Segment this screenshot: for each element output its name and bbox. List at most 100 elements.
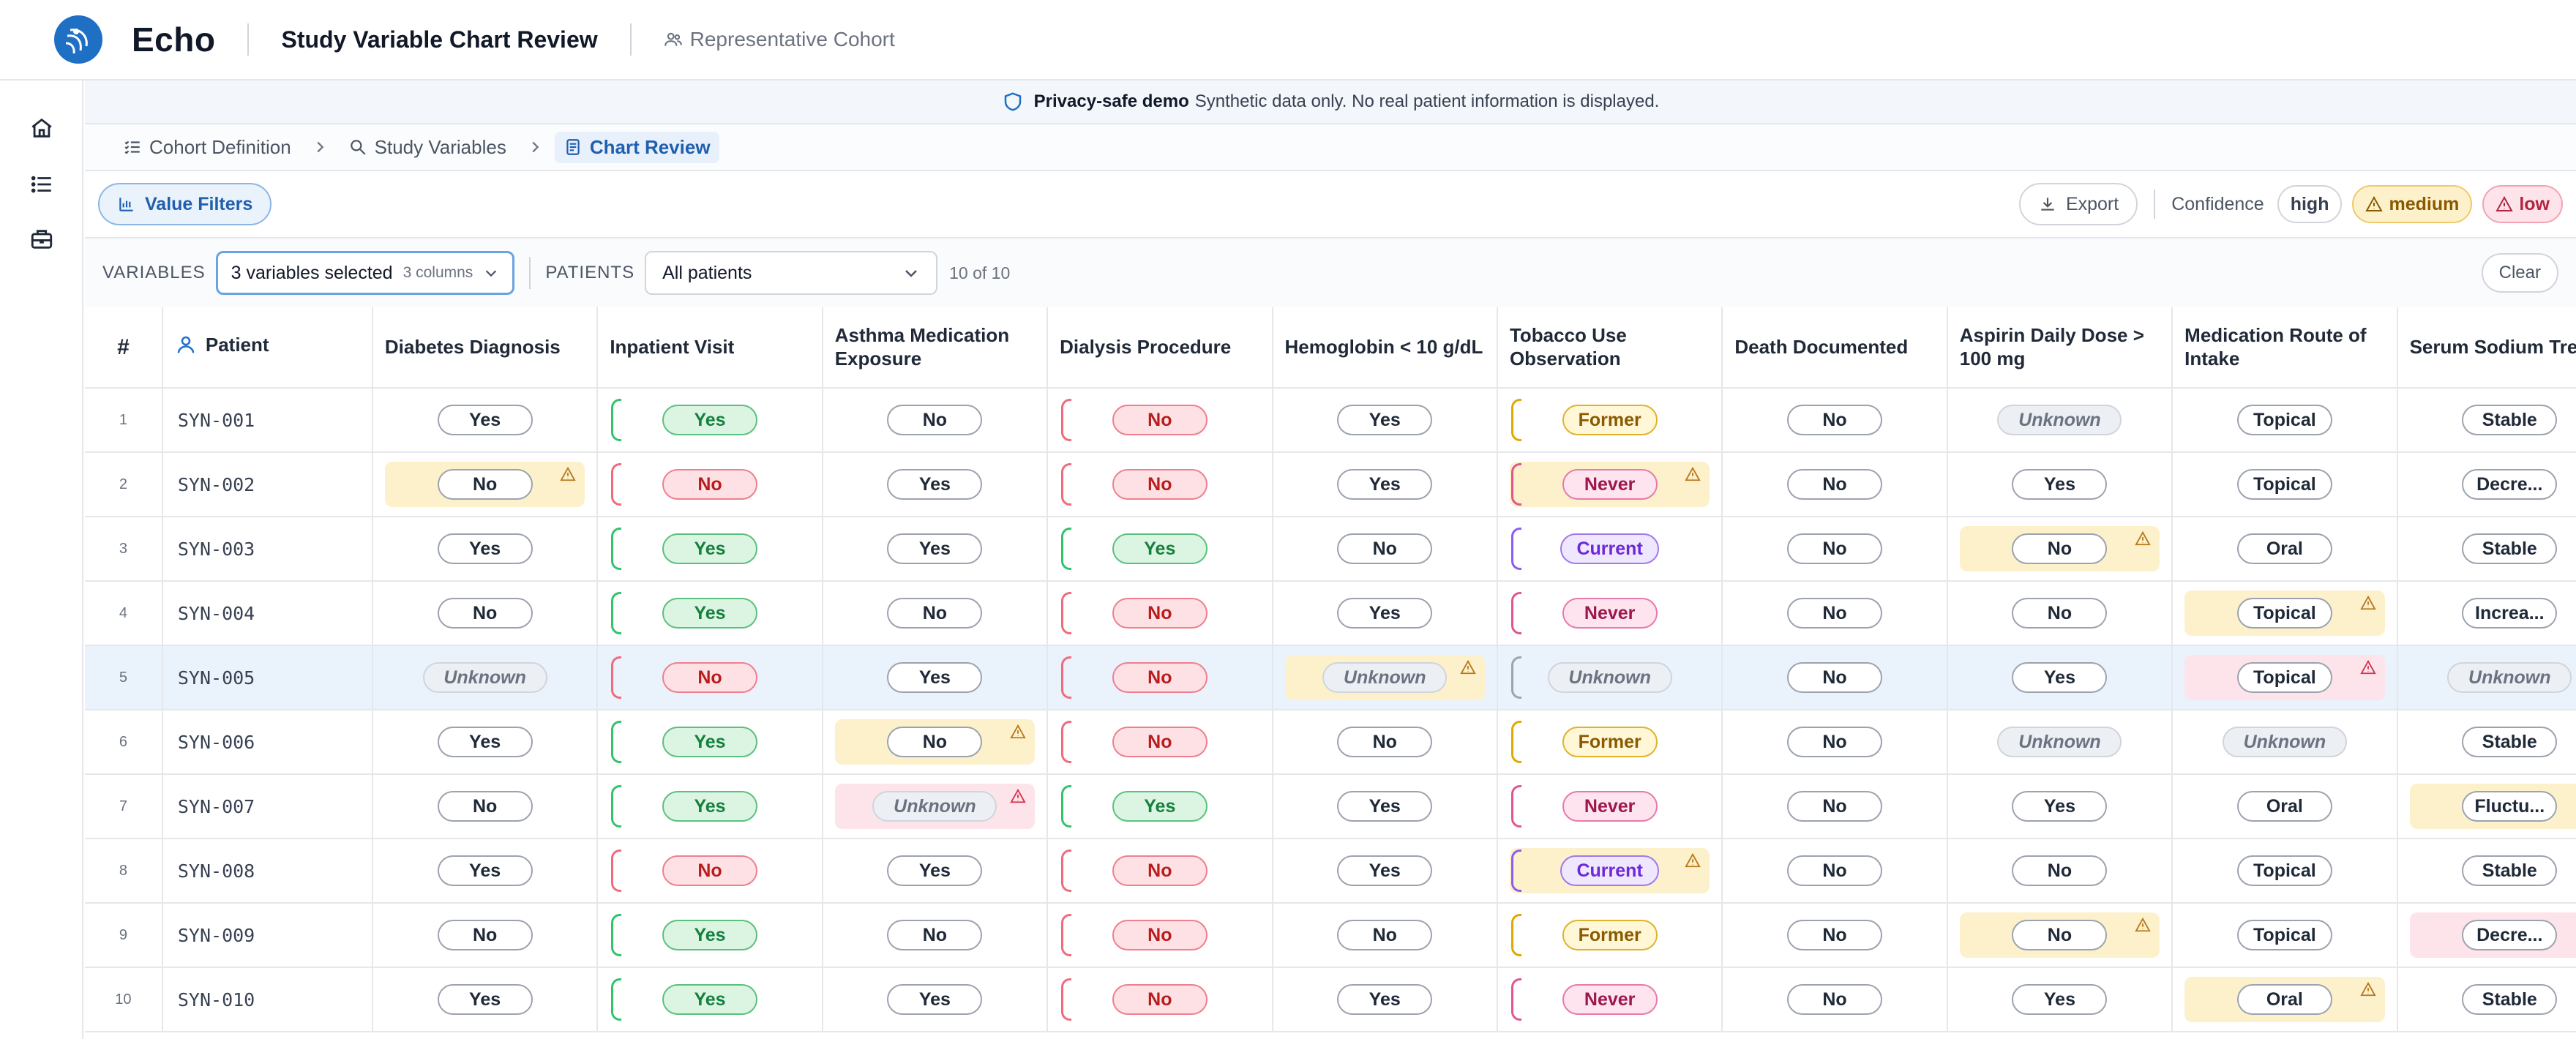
value-pill[interactable]: Yes (2012, 984, 2108, 1015)
table-row[interactable]: 10 SYN-010 Yes Yes Yes No Yes Never No Yes Oral Sta… (85, 967, 2576, 1032)
cell-aspirin-daily-dose-100-mg[interactable]: Yes (1947, 452, 2174, 517)
value-pill[interactable]: Unknown (1547, 662, 1672, 693)
cell-hemoglobin-10-g-dl[interactable]: No (1272, 517, 1498, 582)
table-row[interactable]: 6 SYN-006 Yes Yes No No No Former No Unknown Unkno… (85, 710, 2576, 775)
cell-diabetes-diagnosis[interactable]: No (372, 903, 599, 968)
cell-serum-sodium-trend[interactable]: Increa... (2397, 581, 2576, 646)
value-pill[interactable]: Yes (437, 855, 533, 886)
value-pill[interactable]: Former (1562, 920, 1658, 950)
variables-select[interactable]: 3 variables selected 3 columns (215, 251, 515, 295)
table-row[interactable]: 1 SYN-001 Yes Yes No No Yes Former No Unknown Topi… (85, 388, 2576, 453)
cell-aspirin-daily-dose-100-mg[interactable]: Unknown (1947, 388, 2174, 453)
briefcase-button[interactable] (22, 220, 61, 259)
cell-asthma-medication-exposure[interactable]: No (822, 710, 1049, 775)
cell-death-documented[interactable]: No (1722, 967, 1948, 1032)
patient-header[interactable]: Patient (162, 307, 373, 389)
value-pill[interactable]: Stable (2462, 405, 2558, 435)
cell-hemoglobin-10-g-dl[interactable]: No (1272, 903, 1498, 968)
value-pill[interactable]: Stable (2462, 533, 2558, 564)
value-pill[interactable]: Never (1562, 598, 1658, 629)
cell-dialysis-procedure[interactable]: No (1047, 581, 1273, 646)
value-pill[interactable]: Yes (437, 727, 533, 757)
value-pill[interactable]: Yes (437, 984, 533, 1015)
cell-inpatient-visit[interactable]: Yes (597, 903, 823, 968)
value-pill[interactable]: No (1112, 855, 1208, 886)
value-pill[interactable]: Yes (662, 791, 758, 822)
value-pill[interactable]: Yes (887, 469, 983, 500)
value-pill[interactable]: Topical (2236, 662, 2332, 693)
confidence-high-chip[interactable]: high (2277, 185, 2343, 223)
value-pill[interactable]: Yes (437, 405, 533, 435)
cell-death-documented[interactable]: No (1722, 581, 1948, 646)
cell-aspirin-daily-dose-100-mg[interactable]: Yes (1947, 967, 2174, 1032)
cell-serum-sodium-trend[interactable]: Stable (2397, 517, 2576, 582)
value-pill[interactable]: No (1787, 598, 1883, 629)
value-pill[interactable]: Decre... (2462, 920, 2558, 950)
cell-dialysis-procedure[interactable]: No (1047, 839, 1273, 904)
cell-diabetes-diagnosis[interactable]: No (372, 452, 599, 517)
cell-medication-route-of-intake[interactable]: Topical (2172, 903, 2398, 968)
value-pill[interactable]: Yes (662, 533, 758, 564)
value-pill[interactable]: Yes (2012, 791, 2108, 822)
cell-aspirin-daily-dose-100-mg[interactable]: No (1947, 581, 2174, 646)
cell-aspirin-daily-dose-100-mg[interactable]: Unknown (1947, 710, 2174, 775)
value-pill[interactable]: No (1112, 984, 1208, 1015)
value-pill[interactable]: Yes (437, 533, 533, 564)
list-button[interactable] (22, 165, 61, 204)
value-pill[interactable]: No (1112, 727, 1208, 757)
value-pill[interactable]: Topical (2236, 855, 2332, 886)
value-pill[interactable]: Oral (2236, 984, 2332, 1015)
value-pill[interactable]: Decre... (2462, 469, 2558, 500)
value-pill[interactable]: Former (1562, 727, 1658, 757)
cell-diabetes-diagnosis[interactable]: Yes (372, 967, 599, 1032)
patient-id[interactable]: SYN-001 (162, 388, 373, 453)
value-pill[interactable]: No (662, 662, 758, 693)
patient-id[interactable]: SYN-007 (162, 774, 373, 839)
echo-logo-icon[interactable] (54, 15, 102, 64)
cell-inpatient-visit[interactable]: No (597, 839, 823, 904)
cell-tobacco-use-observation[interactable]: Current (1497, 517, 1723, 582)
value-pill[interactable]: No (1337, 727, 1433, 757)
column-header-inpatient-visit[interactable]: Inpatient Visit (597, 307, 823, 389)
patient-id[interactable]: SYN-006 (162, 710, 373, 775)
cell-tobacco-use-observation[interactable]: Never (1497, 452, 1723, 517)
value-pill[interactable]: No (1787, 920, 1883, 950)
crumb-chart-review[interactable]: Chart Review (554, 131, 719, 163)
value-pill[interactable]: No (662, 469, 758, 500)
value-pill[interactable]: Unknown (422, 662, 547, 693)
value-pill[interactable]: Increa... (2462, 598, 2558, 629)
cell-diabetes-diagnosis[interactable]: No (372, 774, 599, 839)
value-pill[interactable]: No (1787, 405, 1883, 435)
cell-asthma-medication-exposure[interactable]: Yes (822, 452, 1049, 517)
cell-inpatient-visit[interactable]: Yes (597, 710, 823, 775)
value-pill[interactable]: No (887, 727, 983, 757)
value-pill[interactable]: No (1337, 920, 1433, 950)
cell-aspirin-daily-dose-100-mg[interactable]: Yes (1947, 774, 2174, 839)
cell-tobacco-use-observation[interactable]: Never (1497, 774, 1723, 839)
value-pill[interactable]: Current (1560, 855, 1659, 886)
value-pill[interactable]: Yes (1337, 469, 1433, 500)
value-pill[interactable]: No (437, 469, 533, 500)
home-button[interactable] (22, 108, 61, 148)
value-pill[interactable]: No (887, 598, 983, 629)
table-row[interactable]: 8 SYN-008 Yes No Yes No Yes Current No No Topical S… (85, 839, 2576, 904)
patient-id[interactable]: SYN-009 (162, 903, 373, 968)
cell-death-documented[interactable]: No (1722, 839, 1948, 904)
cell-tobacco-use-observation[interactable]: Former (1497, 903, 1723, 968)
value-pill[interactable]: Yes (1337, 405, 1433, 435)
cell-serum-sodium-trend[interactable]: Decre... (2397, 452, 2576, 517)
value-pill[interactable]: No (437, 791, 533, 822)
cell-dialysis-procedure[interactable]: Yes (1047, 517, 1273, 582)
value-pill[interactable]: Yes (1112, 791, 1208, 822)
cell-tobacco-use-observation[interactable]: Never (1497, 581, 1723, 646)
value-pill[interactable]: Former (1562, 405, 1658, 435)
cell-diabetes-diagnosis[interactable]: No (372, 581, 599, 646)
value-pill[interactable]: Yes (1112, 533, 1208, 564)
table-row[interactable]: 2 SYN-002 No No Yes No Yes Never No Yes Topical Dec… (85, 452, 2576, 517)
cell-dialysis-procedure[interactable]: No (1047, 452, 1273, 517)
value-pill[interactable]: Never (1562, 984, 1658, 1015)
column-header-aspirin-daily-dose-100-mg[interactable]: Aspirin Daily Dose > 100 mg (1947, 307, 2174, 389)
cell-death-documented[interactable]: No (1722, 517, 1948, 582)
cell-medication-route-of-intake[interactable]: Topical (2172, 452, 2398, 517)
cell-inpatient-visit[interactable]: Yes (597, 967, 823, 1032)
